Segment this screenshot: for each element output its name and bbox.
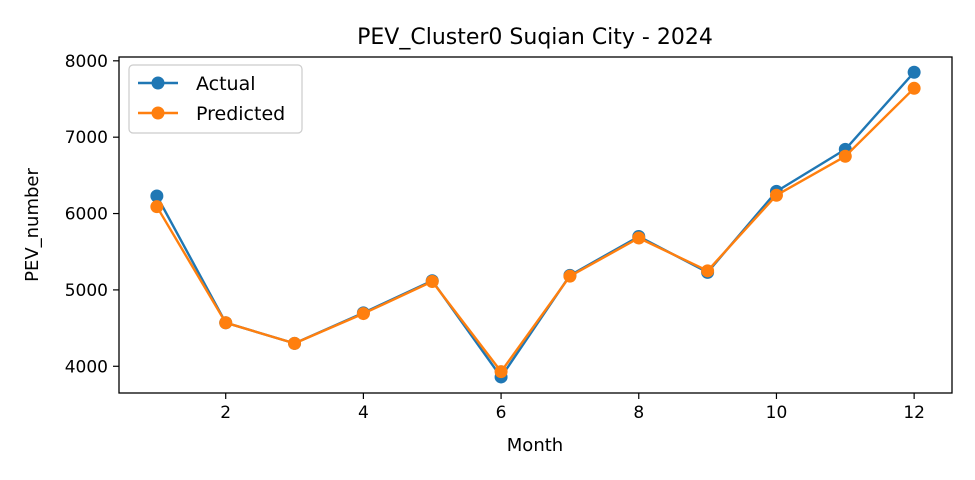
legend-marker-predicted: [151, 106, 165, 120]
y-axis-label: PEV_number: [22, 168, 43, 282]
predicted-data-point: [219, 316, 233, 330]
legend-label-actual: Actual: [196, 73, 256, 95]
predicted-data-point: [701, 264, 715, 278]
x-tick-label: 6: [496, 403, 507, 423]
x-tick-label: 4: [358, 403, 369, 423]
y-tick-label: 6000: [65, 205, 108, 225]
x-axis-label: Month: [507, 435, 563, 456]
y-axis: 4000 5000 6000 7000 8000: [65, 52, 119, 377]
predicted-data-point: [907, 81, 921, 95]
x-tick-label: 2: [220, 403, 231, 423]
x-tick-label: 12: [903, 403, 925, 423]
predicted-data-point: [838, 149, 852, 163]
plot-area: [150, 65, 921, 384]
actual-data-point: [907, 65, 921, 79]
y-tick-label: 5000: [65, 281, 108, 301]
predicted-data-point: [494, 365, 508, 379]
predicted-data-point: [769, 188, 783, 202]
predicted-data-point: [632, 231, 646, 245]
legend-marker-actual: [151, 76, 165, 90]
legend: Actual Predicted: [128, 64, 303, 134]
y-tick-label: 7000: [65, 128, 108, 148]
y-tick-label: 4000: [65, 357, 108, 377]
predicted-data-point: [150, 200, 164, 214]
x-tick-label: 8: [633, 403, 644, 423]
axes-frame: [118, 56, 953, 394]
x-axis: 2 4 6 8 10 12: [220, 393, 925, 423]
y-tick-label: 8000: [65, 52, 108, 72]
x-tick-label: 10: [766, 403, 788, 423]
actual-data-point: [150, 189, 164, 203]
predicted-data-point: [563, 269, 577, 283]
predicted-series-line: [155, 87, 915, 373]
chart-title: PEV_Cluster0 Suqian City - 2024: [357, 25, 713, 50]
predicted-data-point: [288, 336, 302, 350]
predicted-data-point: [356, 307, 370, 321]
legend-label-predicted: Predicted: [196, 103, 285, 125]
predicted-data-point: [425, 275, 439, 289]
